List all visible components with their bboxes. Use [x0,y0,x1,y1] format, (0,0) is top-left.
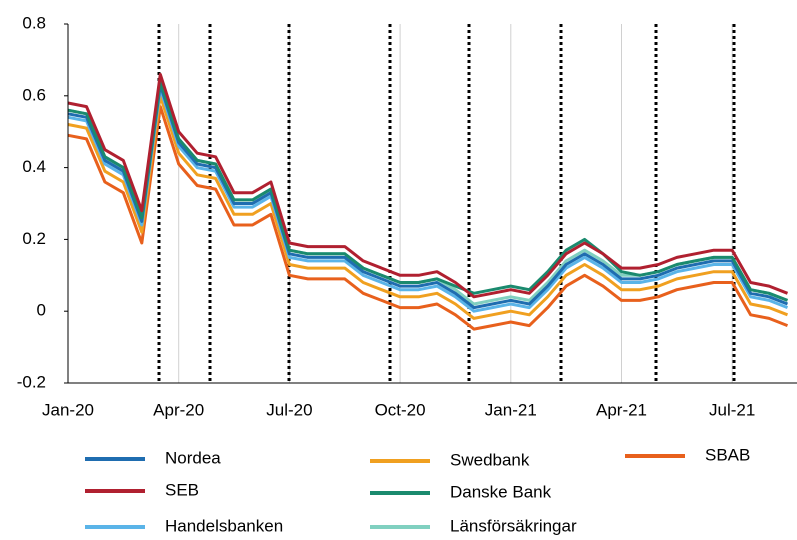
series-line [67,87,789,313]
series-line [67,105,789,331]
y-tick-label: -0.2 [17,372,46,391]
x-tick-label: Oct-20 [375,400,426,419]
series-line [67,72,789,299]
x-tick-label: Jan-21 [485,400,537,419]
legend-label: SBAB [705,445,750,464]
legend-label: SEB [165,480,199,499]
x-tick-label: Jul-20 [266,400,312,419]
x-tick-label: Jan-20 [42,400,94,419]
legend-label: Handelsbanken [165,516,283,535]
y-tick-label: 0.6 [22,85,46,104]
y-tick-label: 0.2 [22,229,46,248]
series-line [67,83,789,310]
x-tick-label: Apr-21 [596,400,647,419]
y-tick-label: 0 [37,301,46,320]
series-line [67,79,789,302]
series-line [67,94,789,320]
x-tick-label: Jul-21 [709,400,755,419]
legend-label: Länsförsäkringar [450,516,577,535]
y-tick-label: 0.8 [22,13,46,32]
legend-label: Danske Bank [450,482,552,501]
legend-label: Swedbank [450,450,530,469]
y-tick-label: 0.4 [22,157,46,176]
legend-label: Nordea [165,448,221,467]
x-tick-label: Apr-20 [153,400,204,419]
